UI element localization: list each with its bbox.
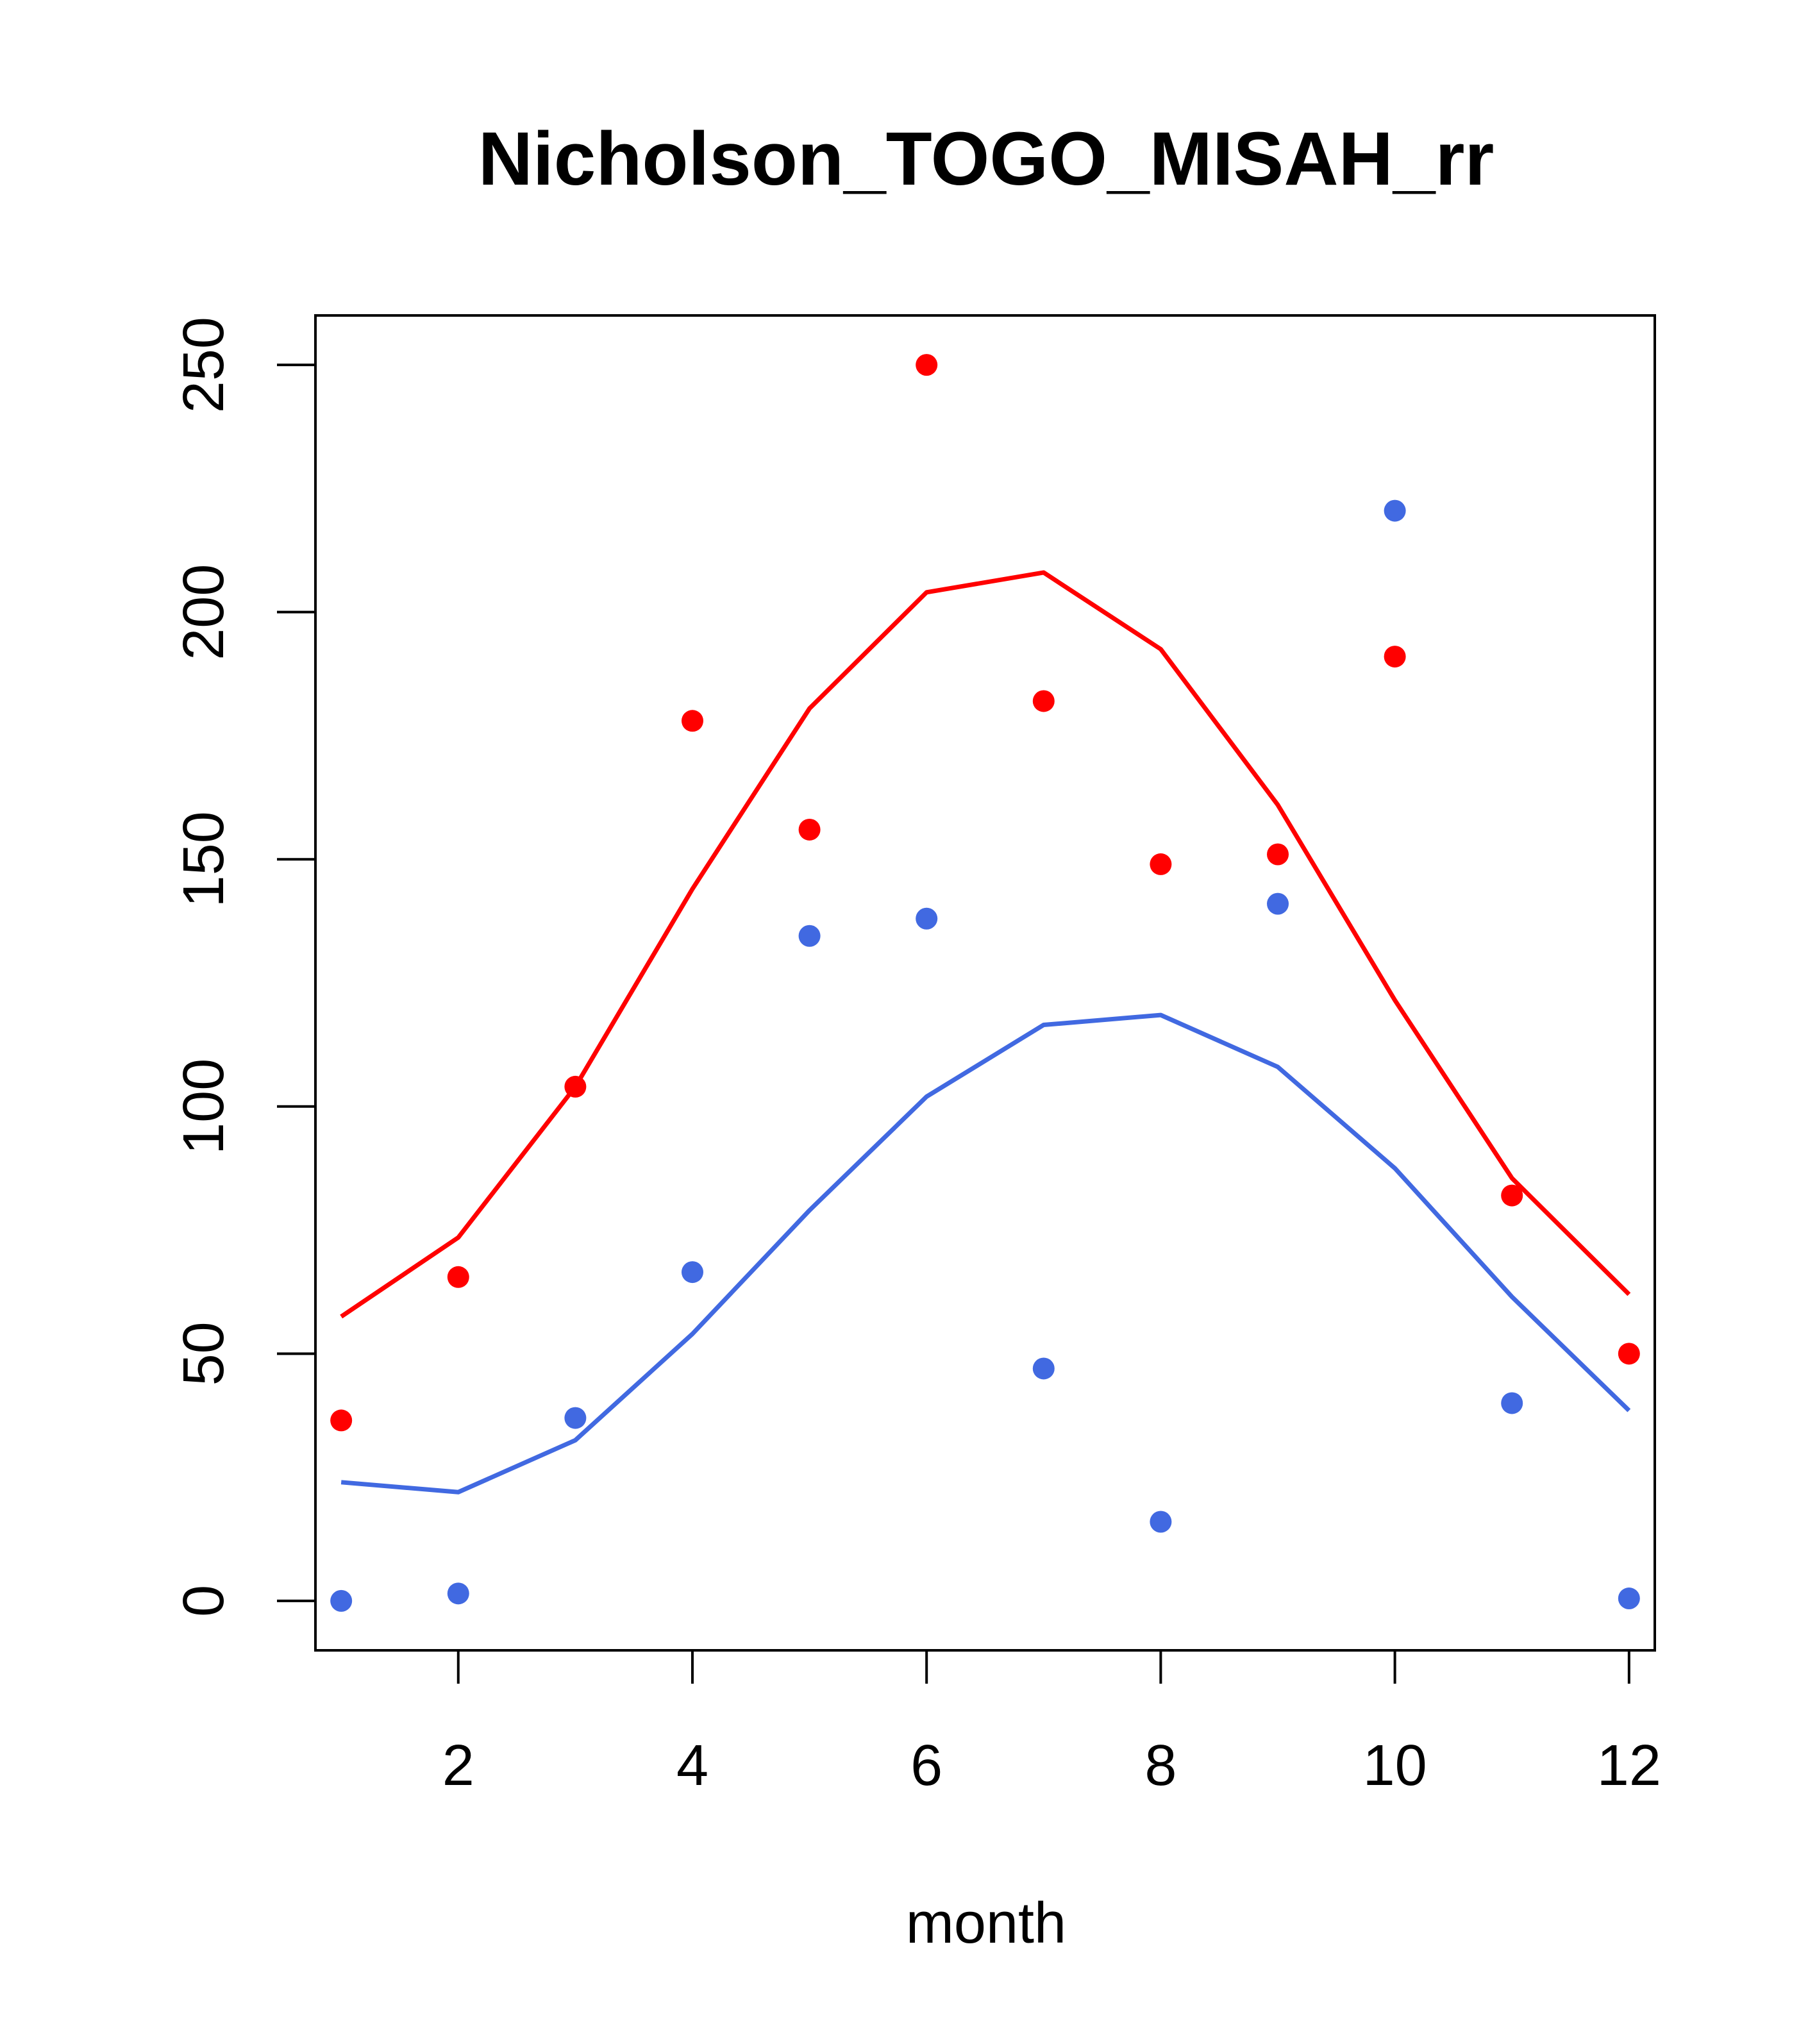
y-tick-label: 150 <box>172 811 236 907</box>
data-point <box>1384 499 1406 522</box>
data-point <box>798 925 821 947</box>
data-point <box>1032 1357 1055 1380</box>
series-red-line <box>340 570 1631 1319</box>
y-tick-label: 100 <box>172 1059 236 1155</box>
data-point <box>916 354 938 376</box>
y-tick-label: 50 <box>172 1321 236 1386</box>
y-tick-label: 250 <box>172 317 236 413</box>
x-tick-label: 6 <box>910 1734 942 1798</box>
data-point <box>1150 1511 1172 1533</box>
data-point <box>447 1582 469 1605</box>
series-line <box>340 1012 1631 1495</box>
series-line <box>340 570 1631 1319</box>
x-axis-title: month <box>906 1891 1066 1956</box>
x-axis: 2 4 6 8 10 12 <box>442 1649 1661 1798</box>
series-red-points <box>330 354 1640 1432</box>
x-tick-label: 8 <box>1144 1734 1176 1798</box>
data-point <box>330 1589 353 1612</box>
data-point <box>330 1409 353 1432</box>
data-point <box>1501 1184 1523 1207</box>
data-point <box>1150 853 1172 875</box>
data-point <box>564 1407 587 1429</box>
data-point <box>1501 1392 1523 1414</box>
y-tick-label: 0 <box>172 1585 236 1617</box>
chart-title: Nicholson_TOGO_MISAH_rr <box>478 117 1495 201</box>
x-tick-label: 10 <box>1363 1734 1427 1798</box>
data-point <box>1384 646 1406 668</box>
series-blue-line <box>340 1012 1631 1495</box>
data-point <box>681 710 703 732</box>
data-point <box>681 1261 703 1284</box>
data-point <box>1032 690 1055 712</box>
y-axis: 0 50 100 150 200 250 <box>172 317 317 1617</box>
data-point <box>447 1266 469 1288</box>
series-blue-points <box>330 499 1640 1612</box>
y-tick-label: 200 <box>172 564 236 660</box>
series-layer <box>330 354 1640 1612</box>
data-point <box>1618 1343 1640 1365</box>
data-point <box>916 907 938 930</box>
data-point <box>1618 1587 1640 1610</box>
data-point <box>798 818 821 841</box>
data-point <box>1267 843 1289 866</box>
x-tick-label: 2 <box>442 1734 474 1798</box>
x-tick-label: 4 <box>676 1734 708 1798</box>
data-point <box>1267 892 1289 915</box>
x-tick-label: 12 <box>1597 1734 1661 1798</box>
